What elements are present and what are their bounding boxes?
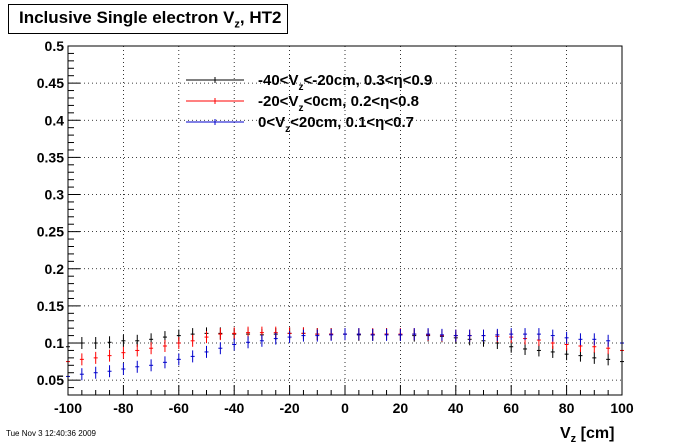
y-tick-label: 0.2 bbox=[45, 261, 65, 277]
x-tick-label: 100 bbox=[610, 400, 634, 416]
y-tick-label: 0.5 bbox=[45, 38, 65, 54]
series-layer bbox=[66, 326, 624, 383]
x-tick-label: 60 bbox=[503, 400, 519, 416]
grid bbox=[68, 46, 622, 395]
title-suffix: , HT2 bbox=[239, 8, 282, 27]
x-tick-label: -80 bbox=[113, 400, 133, 416]
chart-title: Inclusive Single electron Vz, HT2 bbox=[19, 8, 281, 30]
legend: -40<Vz<-20cm, 0.3<η<0.9-20<Vz<0cm, 0.2<η… bbox=[186, 72, 432, 135]
y-tick-label: 0.45 bbox=[37, 75, 64, 91]
legend-label-pre: -20<V bbox=[258, 93, 298, 110]
x-tick-label: 40 bbox=[448, 400, 464, 416]
title-subscript: z bbox=[234, 18, 240, 31]
x-tick-label: -60 bbox=[169, 400, 189, 416]
x-axis-title-sub: z bbox=[571, 433, 577, 444]
title-main: Inclusive Single electron V bbox=[19, 8, 235, 27]
x-axis-title: Vz [cm] bbox=[560, 425, 614, 444]
y-tick-label: 0.1 bbox=[45, 335, 65, 351]
x-tick-label: -100 bbox=[54, 400, 82, 416]
ticks: -100 -80 -60 -40 -20 0 20 40 60 80 100 0.05 0.1 0.15 0… bbox=[37, 38, 634, 416]
y-tick-label: 0.35 bbox=[37, 149, 64, 165]
x-tick-label: 80 bbox=[559, 400, 575, 416]
legend-label-pre: -40<V bbox=[258, 72, 298, 89]
x-tick-label: 20 bbox=[393, 400, 409, 416]
legend-label-post: <0cm, 0.2<η<0.8 bbox=[303, 93, 419, 110]
legend-label-post: <-20cm, 0.3<η<0.9 bbox=[303, 72, 432, 89]
timestamp: Tue Nov 3 12:40:36 2009 bbox=[6, 429, 96, 438]
x-tick-label: 0 bbox=[341, 400, 349, 416]
legend-label: -40<Vz<-20cm, 0.3<η<0.9 bbox=[258, 72, 432, 93]
legend-label-post: <20cm, 0.1<η<0.7 bbox=[290, 114, 414, 131]
y-tick-label: 0.3 bbox=[45, 187, 65, 203]
legend-label: 0<Vz<20cm, 0.1<η<0.7 bbox=[258, 114, 414, 135]
legend-label-sub: z bbox=[298, 103, 303, 114]
x-axis-title-main: V bbox=[560, 425, 571, 442]
legend-label-sub: z bbox=[298, 82, 303, 93]
y-tick-label: 0.4 bbox=[45, 112, 65, 128]
x-axis-title-unit: [cm] bbox=[576, 425, 614, 442]
y-tick-label: 0.05 bbox=[37, 372, 64, 388]
y-tick-label: 0.25 bbox=[37, 224, 64, 240]
title-box: Inclusive Single electron Vz, HT2 bbox=[8, 4, 288, 34]
x-tick-label: -20 bbox=[279, 400, 299, 416]
x-tick-label: -40 bbox=[224, 400, 244, 416]
y-tick-label: 0.15 bbox=[37, 298, 64, 314]
legend-label-sub: z bbox=[285, 124, 290, 135]
legend-label-pre: 0<V bbox=[258, 114, 285, 131]
legend-label: -20<Vz<0cm, 0.2<η<0.8 bbox=[258, 93, 419, 114]
